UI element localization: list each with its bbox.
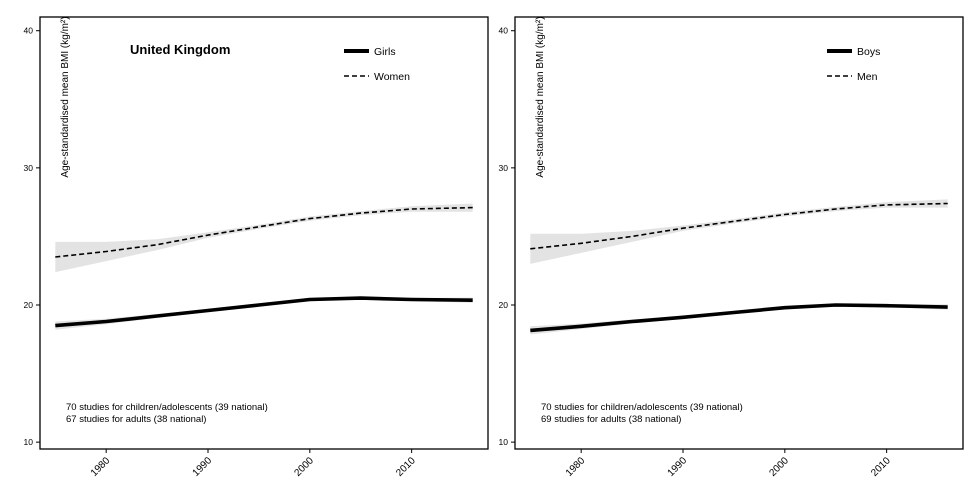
y-tick-label: 20 — [24, 300, 34, 310]
x-tick-label: 2010 — [394, 455, 418, 479]
series-line-boys — [530, 303, 948, 333]
y-tick-label: 20 — [499, 300, 509, 310]
legend-label: Girls — [374, 46, 396, 58]
study-note: 70 studies for children/adolescents (39 … — [66, 402, 268, 413]
y-tick-label: 10 — [499, 437, 509, 447]
plot-frame — [514, 16, 964, 450]
plot-frame — [39, 16, 489, 450]
x-tick-label: 1990 — [191, 455, 215, 479]
x-tick-label: 2000 — [767, 455, 791, 479]
y-axis-label: Age-standardised mean BMI (kg/m²) — [535, 16, 546, 177]
legend-label: Women — [374, 71, 410, 83]
y-tick-label: 30 — [499, 163, 509, 173]
x-tick-label: 2010 — [869, 455, 893, 479]
y-tick-label: 10 — [24, 437, 34, 447]
x-tick-label: 1980 — [564, 455, 588, 479]
legend: Girls Women — [344, 46, 410, 83]
y-tick-label: 30 — [24, 163, 34, 173]
x-tick-label: 1990 — [666, 455, 690, 479]
series-line-men — [530, 202, 948, 250]
legend-label: Men — [857, 71, 878, 83]
study-note: 69 studies for adults (38 national) — [541, 414, 681, 425]
panel-right: 10 20 30 40 1980 1990 2000 2010 Age-standardise… — [499, 16, 964, 479]
y-tick-label: 40 — [24, 26, 34, 36]
study-note: 70 studies for children/adolescents (39 … — [541, 402, 743, 413]
panel-left: 10 20 30 40 1980 1990 2000 2010 Age-standardise… — [24, 16, 489, 479]
ci-band-women — [55, 203, 473, 273]
x-tick-label: 1980 — [89, 455, 113, 479]
legend: Boys Men — [827, 46, 880, 83]
y-tick-label: 40 — [499, 26, 509, 36]
study-note: 67 studies for adults (38 national) — [66, 414, 206, 425]
y-axis-label: Age-standardised mean BMI (kg/m²) — [60, 16, 71, 177]
ci-band-men — [530, 199, 948, 264]
legend-label: Boys — [857, 46, 880, 58]
series-line-girls — [55, 296, 473, 328]
series-line-women — [55, 206, 473, 258]
x-tick-label: 2000 — [292, 455, 316, 479]
chart-title: United Kingdom — [130, 42, 230, 57]
